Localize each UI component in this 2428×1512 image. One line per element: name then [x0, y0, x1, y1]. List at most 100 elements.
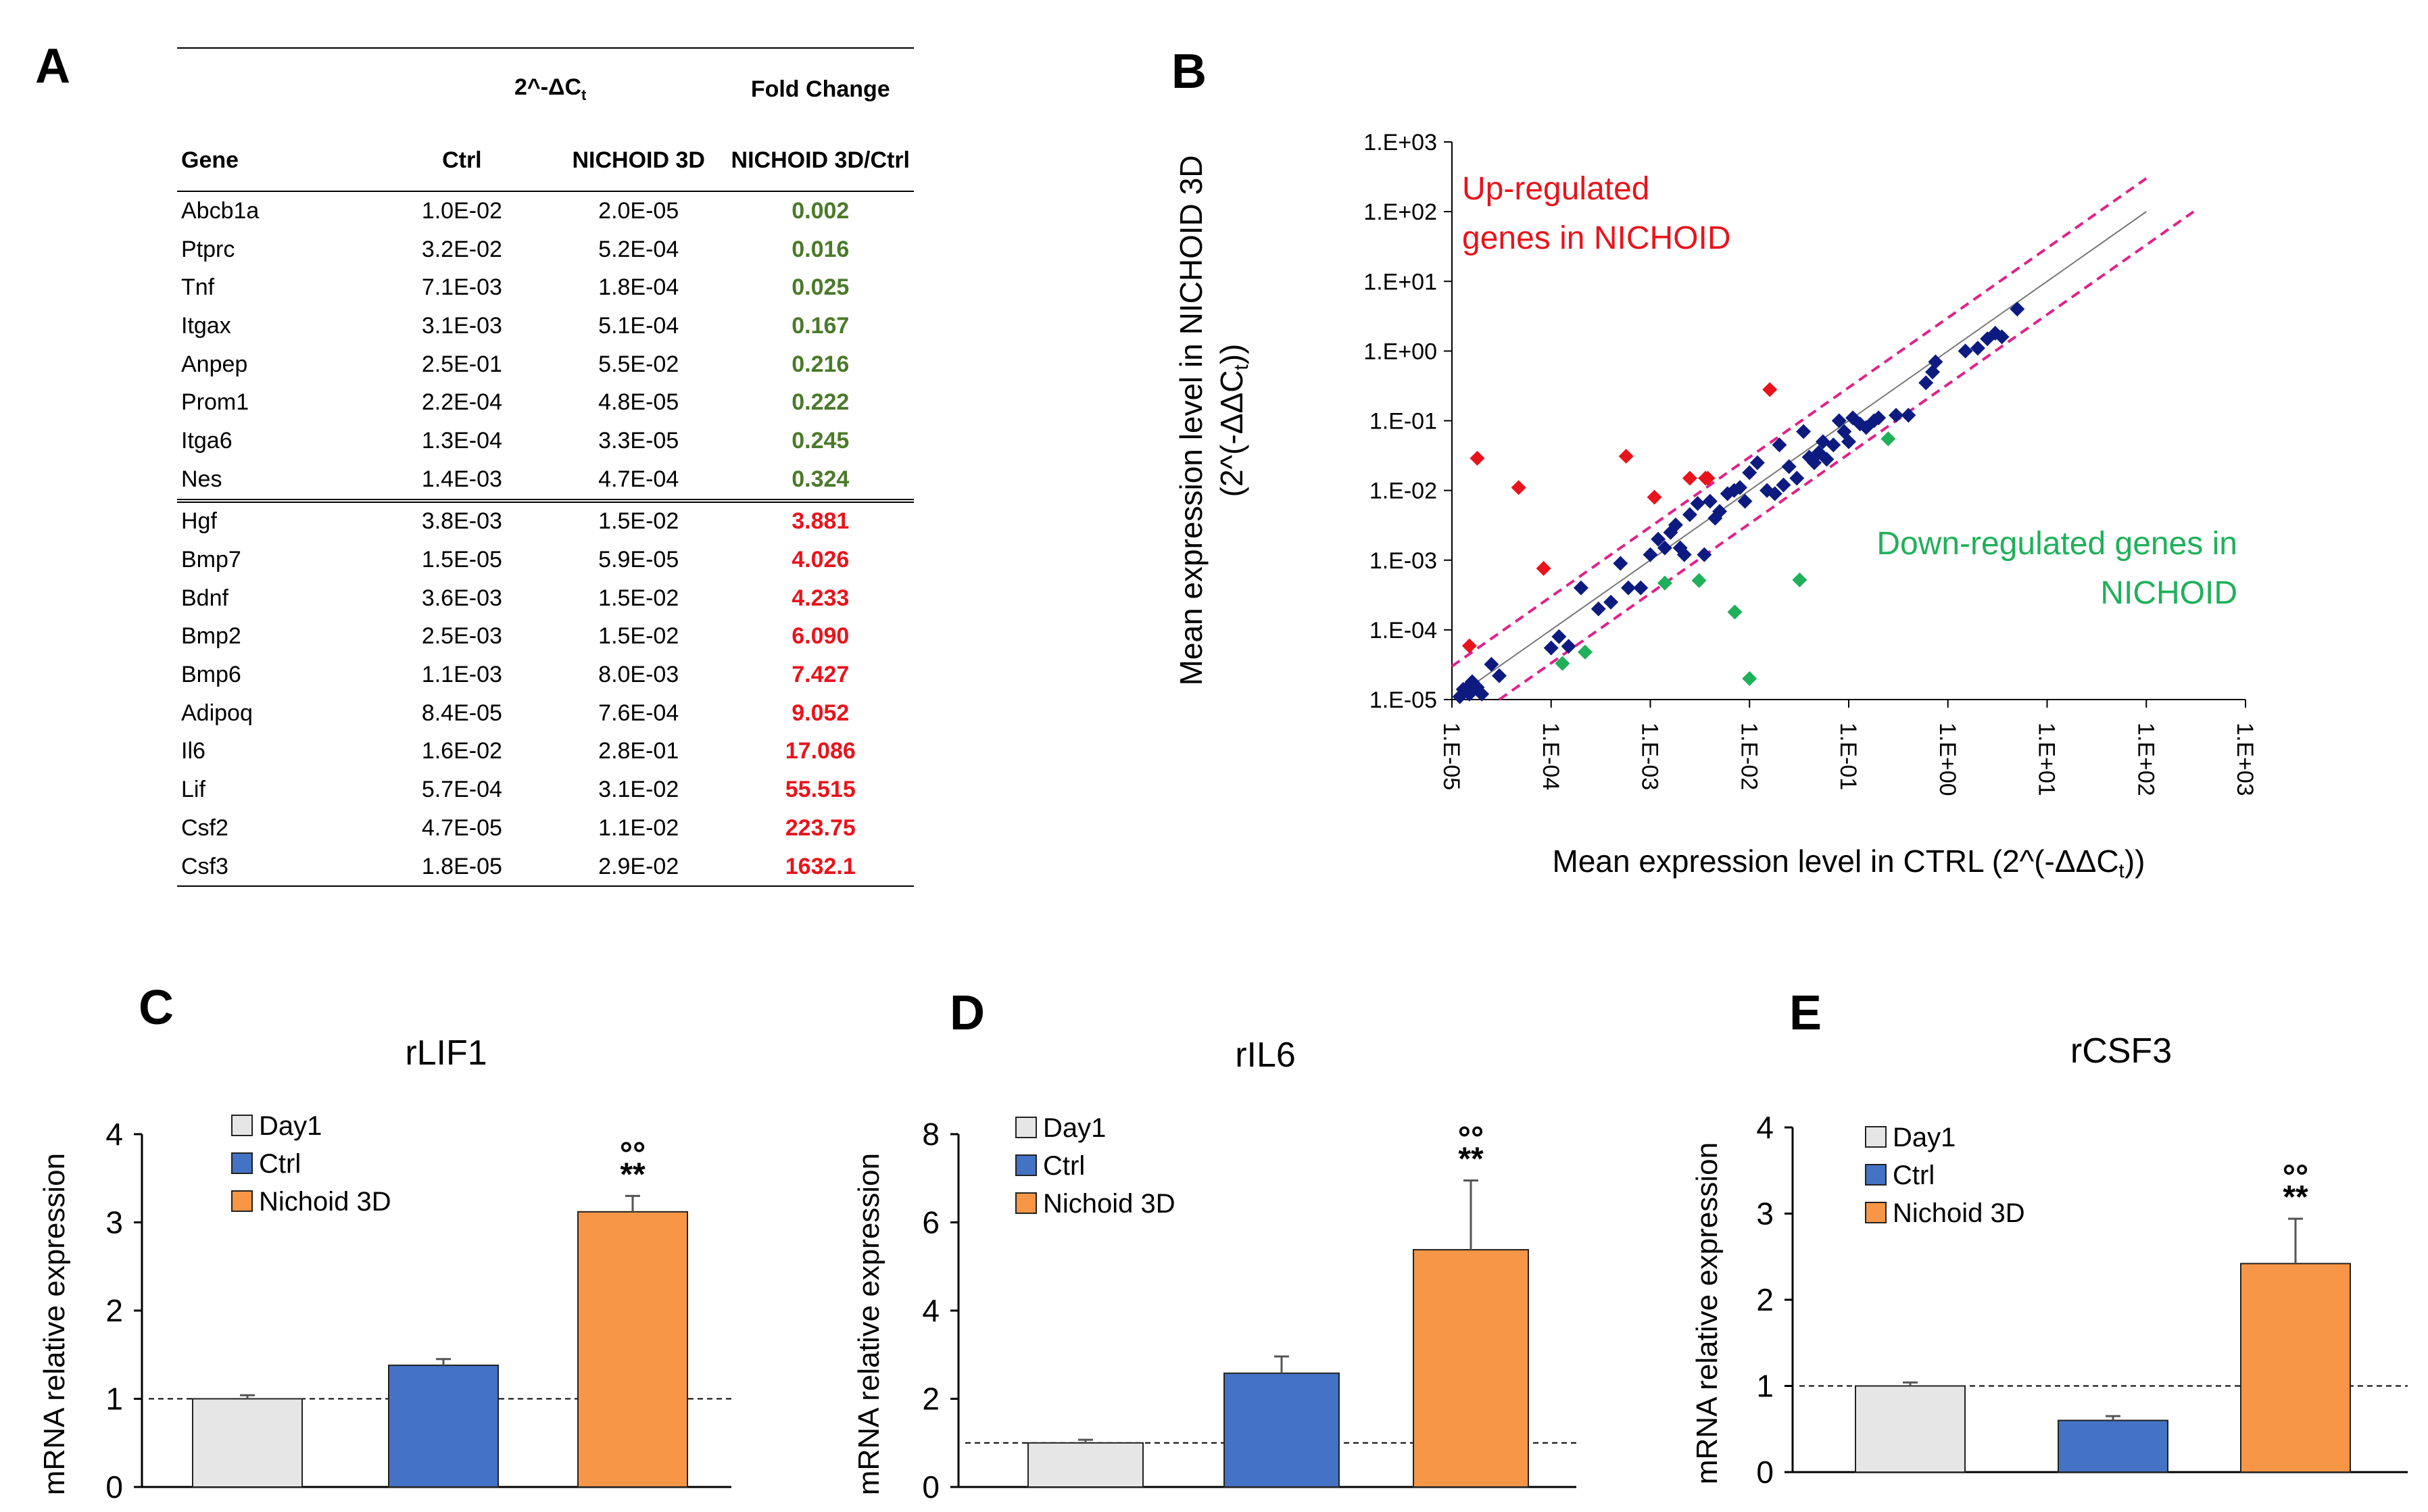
panel-letter-c: C: [139, 981, 174, 1035]
scatter-point-neutral: [1620, 580, 1636, 595]
y-tick-label: 1.E-04: [1369, 618, 1437, 643]
table-row: Anpep 2.5E-01 5.5E-02 0.216: [177, 345, 914, 384]
cell-fold-change: 4.233: [792, 585, 850, 611]
cell-nichoid: 8.0E-03: [598, 662, 679, 688]
cell-gene: Abcb1a: [181, 197, 260, 224]
y-tick-label: 2: [1756, 1282, 1774, 1317]
delta-ct-header: 2^-ΔCt: [373, 47, 727, 130]
scatter-point-neutral: [1643, 547, 1658, 562]
x-tick-label: 1.E+01: [2034, 723, 2060, 796]
cell-nichoid: 5.5E-02: [598, 351, 679, 377]
table-group-header-row: 2^-ΔCt Fold Change: [177, 47, 914, 130]
legend-swatch: [231, 1115, 253, 1136]
table-row: Csf3 1.8E-05 2.9E-02 1632.1: [177, 847, 914, 887]
cell-nichoid: 2.0E-05: [598, 197, 679, 224]
scatter-point-neutral: [1781, 459, 1797, 474]
bar: [388, 1364, 499, 1488]
bar: [1413, 1248, 1529, 1488]
scatter-point-neutral: [1871, 410, 1887, 426]
y-tick-label: 3: [105, 1205, 123, 1240]
cell-ctrl: 1.1E-03: [421, 662, 502, 688]
panel-letter-e: E: [1789, 986, 1822, 1040]
bar-chart-rlif1: rLIF1 mRNA relative expression 0 1 2 3 4 **°° Da…: [38, 1033, 731, 1505]
cell-gene: Il6: [181, 738, 205, 764]
y-tick-label: 1.E-02: [1369, 479, 1437, 504]
col-header-ratio: NICHOID 3D/Ctrl: [727, 130, 914, 192]
panel-letter-d: D: [950, 986, 985, 1040]
y-tick-label: 4: [105, 1117, 123, 1152]
cell-fold-change: 1632.1: [727, 847, 914, 887]
cell-fold-change: 0.025: [792, 274, 850, 301]
scatter-point-neutral: [1668, 517, 1683, 533]
y-tick-label: 4: [1756, 1110, 1774, 1145]
x-tick-label: 1.E-02: [1736, 723, 1762, 790]
fold-change-header: Fold Change: [727, 47, 914, 130]
cell-ctrl: 1.0E-02: [421, 197, 502, 224]
scatter-y-axis-title-line1: Mean expression level in NICHOID 3D: [1173, 155, 1209, 686]
cell-gene: Adipoq: [181, 700, 253, 726]
table-row: Tnf 7.1E-03 1.8E-04 0.025: [177, 268, 914, 307]
scatter-point-neutral: [1994, 329, 2010, 345]
table-row: Nes 1.4E-03 4.7E-04 0.324: [177, 460, 914, 503]
table-row: Bmp6 1.1E-03 8.0E-03 7.427: [177, 656, 914, 694]
cell-ctrl: 1.8E-05: [373, 847, 550, 887]
cell-fold-change: 6.090: [792, 623, 850, 650]
cell-gene: Nes: [177, 460, 374, 503]
identity-line: [1469, 211, 2147, 688]
y-tick-label: 3: [1756, 1196, 1774, 1231]
cell-nichoid: 1.1E-02: [598, 814, 679, 841]
scatter-point-neutral: [1737, 493, 1753, 509]
cell-ctrl: 3.2E-02: [421, 236, 502, 262]
significance-circles: °°: [620, 1136, 646, 1172]
cell-nichoid: 5.9E-05: [598, 547, 679, 573]
cell-nichoid: 5.2E-04: [598, 236, 679, 262]
x-tick-label: 1.E+00: [1935, 723, 1960, 796]
scatter-point-neutral: [1461, 677, 1477, 693]
table-row: Il6 1.6E-02 2.8E-01 17.086: [177, 733, 914, 771]
scatter-point-up: [1647, 489, 1662, 505]
legend-label: Day1: [259, 1111, 322, 1141]
cell-gene: Csf3: [177, 847, 374, 887]
upper-threshold-line: [1451, 177, 2147, 668]
cell-fold-change: 55.515: [785, 777, 856, 803]
cell-nichoid: 1.5E-02: [598, 508, 679, 535]
scatter-point-neutral: [1484, 656, 1499, 672]
label-subscript: t: [2119, 860, 2125, 882]
cell-ctrl: 2.5E-01: [421, 351, 502, 377]
y-tick-label: 1.E+02: [1363, 199, 1437, 225]
cell-ctrl: 1.6E-02: [421, 738, 502, 764]
chart-title: rCSF3: [2070, 1031, 2172, 1071]
table-row: Itgax 3.1E-03 5.1E-04 0.167: [177, 307, 914, 345]
y-tick-label: 1: [1756, 1369, 1774, 1404]
significance-stars: **: [620, 1156, 646, 1192]
scatter-point-neutral: [1591, 601, 1606, 616]
legend-swatch: [1865, 1164, 1887, 1186]
cell-ctrl: 8.4E-05: [421, 700, 502, 726]
lower-threshold-line: [1498, 210, 2195, 701]
y-tick-label: 1.E+03: [1363, 130, 1437, 155]
scatter-point-down: [1727, 604, 1743, 620]
cell-nichoid: 1.5E-02: [598, 585, 679, 611]
scatter-y-axis-title-line2: (2^(-ΔΔCt)): [1214, 344, 1253, 497]
y-tick-label: 8: [922, 1117, 940, 1152]
legend-swatch: [1865, 1126, 1887, 1148]
scatter-point-up: [1536, 561, 1551, 577]
cell-ctrl: 1.3E-04: [421, 427, 502, 454]
cell-ctrl: 3.8E-03: [421, 508, 502, 535]
cell-fold-change: 0.222: [792, 389, 850, 416]
cell-nichoid: 4.8E-05: [598, 389, 679, 416]
scatter-point-down: [1792, 572, 1807, 588]
cell-nichoid: 1.8E-04: [598, 274, 679, 301]
y-tick-label: 0: [922, 1469, 940, 1505]
scatter-point-neutral: [1841, 434, 1856, 449]
scatter-point-neutral: [1772, 437, 1787, 453]
cell-gene: Bmp2: [181, 623, 241, 650]
legend-label: Ctrl: [1043, 1151, 1085, 1181]
legend-swatch: [1015, 1192, 1037, 1214]
label-part: (2^(-ΔΔC: [1214, 370, 1249, 497]
legend-label: Nichoid 3D: [1043, 1189, 1175, 1219]
table-row: Bmp2 2.5E-03 1.5E-02 6.090: [177, 618, 914, 656]
scatter-point-neutral: [1831, 413, 1847, 429]
legend-label: Nichoid 3D: [259, 1187, 391, 1217]
scatter-point-neutral: [1461, 686, 1477, 702]
